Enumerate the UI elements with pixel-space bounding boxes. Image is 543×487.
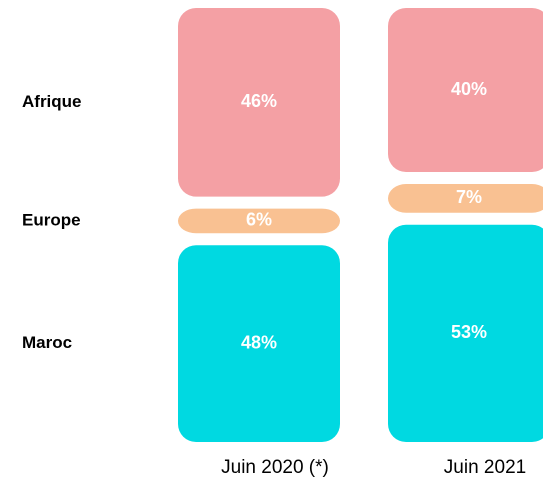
category-label: Juin 2021 xyxy=(444,457,526,478)
series-label: Afrique xyxy=(22,92,82,111)
bar-segment xyxy=(388,224,543,442)
series-label: Maroc xyxy=(22,333,72,352)
category-label: Juin 2020 (*) xyxy=(221,457,329,478)
value-label: 40% xyxy=(451,79,487,99)
value-label: 46% xyxy=(241,91,277,111)
value-label: 53% xyxy=(451,322,487,342)
bar-segment xyxy=(388,8,543,172)
value-label: 7% xyxy=(456,187,482,207)
bar-segment xyxy=(178,8,340,197)
bar-segment xyxy=(178,245,340,442)
bar-segment xyxy=(388,184,543,213)
value-label: 48% xyxy=(241,332,277,352)
series-label: Europe xyxy=(22,210,81,229)
value-label: 6% xyxy=(246,210,272,230)
bar-segment xyxy=(178,208,340,234)
